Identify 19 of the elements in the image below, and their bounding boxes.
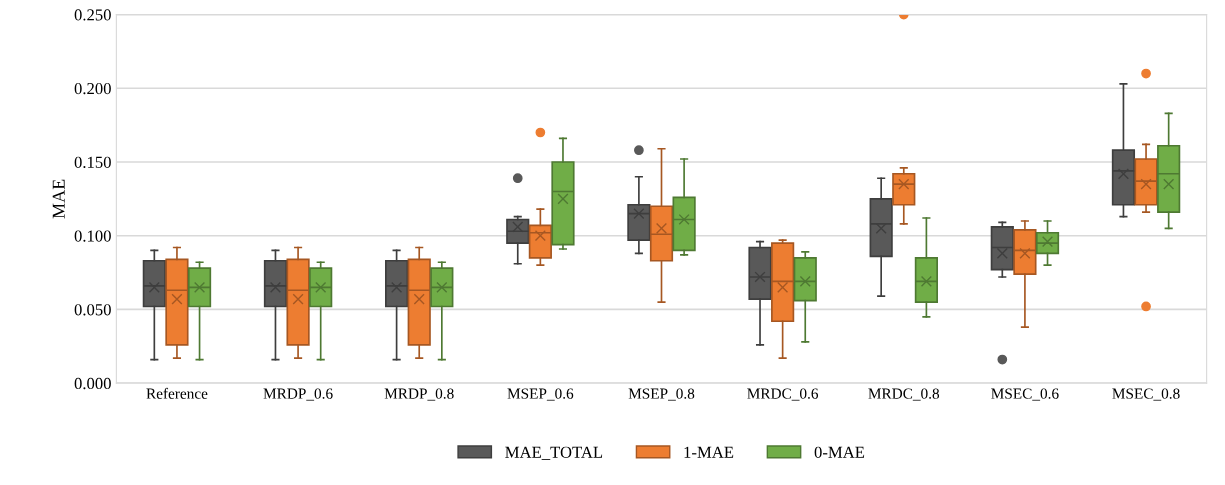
y-tick-label: 0.200 <box>74 82 111 95</box>
x-tick-label: MSEC_0.8 <box>1112 388 1180 401</box>
y-tick-label: 0.150 <box>74 156 111 169</box>
y-tick-label: 0.250 <box>74 9 111 21</box>
x-tick-label: MSEP_0.8 <box>628 388 695 401</box>
legend-label: MAE_TOTAL <box>505 446 603 460</box>
x-tick-label: MRDC_0.6 <box>747 388 819 401</box>
legend-label: 0-MAE <box>814 446 865 458</box>
y-axis-title: MAE <box>52 179 65 219</box>
x-tick-label: MRDP_0.8 <box>384 388 454 401</box>
x-tick-label: MSEP_0.6 <box>507 388 574 401</box>
x-tick-label: MRDP_0.6 <box>263 388 333 401</box>
y-tick-label: 0.100 <box>74 230 111 242</box>
legend-label: 1-MAE <box>684 446 734 458</box>
y-tick-label: 0.050 <box>74 304 111 316</box>
y-tick-label: 0.000 <box>74 377 111 390</box>
x-tick-label: Reference <box>146 387 208 399</box>
x-tick-label: MRDC_0.8 <box>868 388 940 401</box>
x-tick-label: MSEC_0.6 <box>991 388 1059 401</box>
